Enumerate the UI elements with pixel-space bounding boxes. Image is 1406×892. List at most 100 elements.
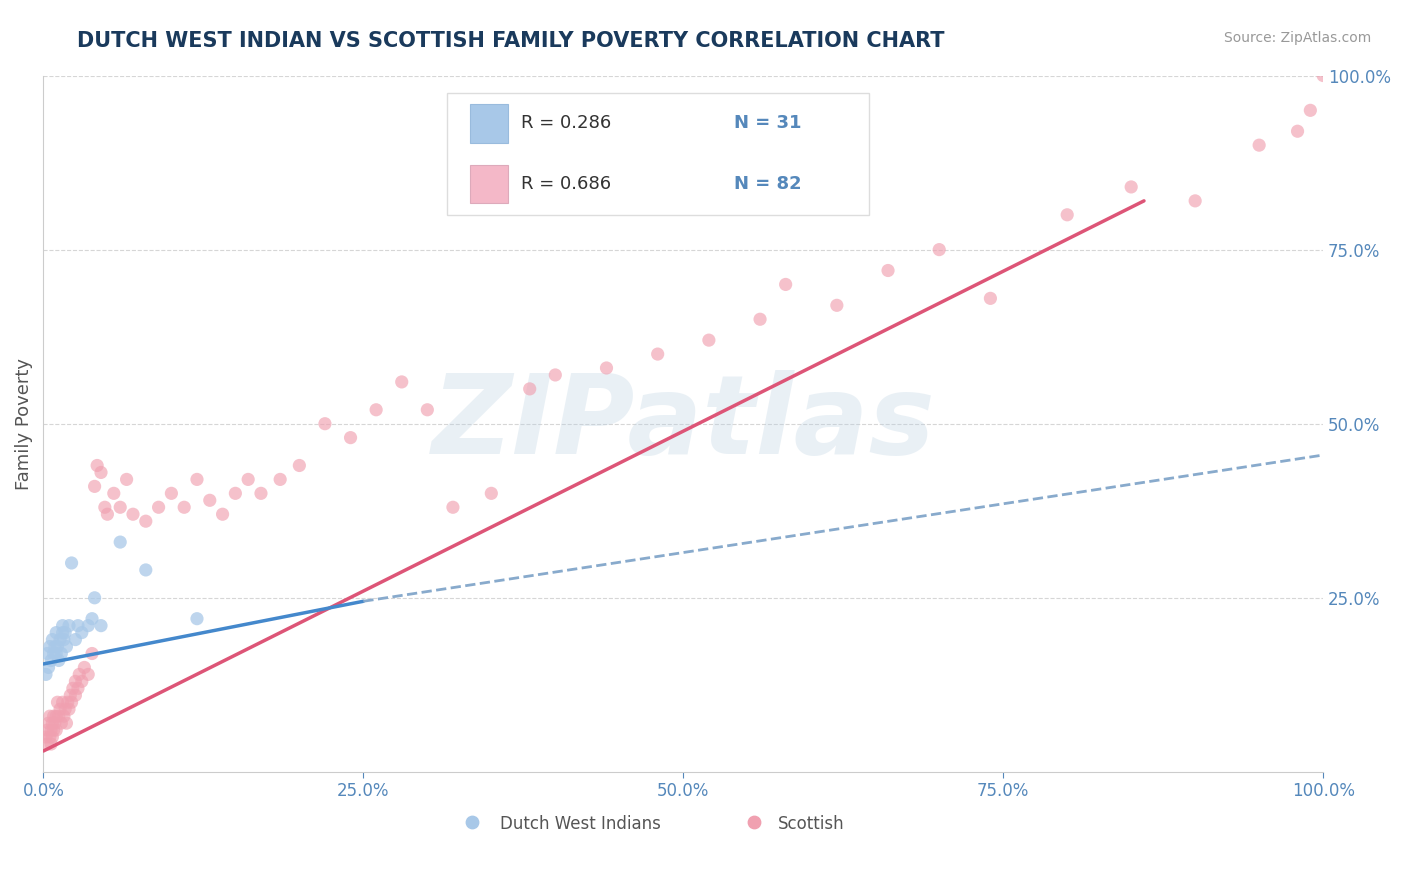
Point [80,612,103,626]
Point [48,709,70,723]
Point [38,660,60,674]
Point [122,507,145,521]
Point [90,618,112,632]
Text: R = 0.286: R = 0.286 [520,114,612,132]
Point [52,632,75,647]
Point [41,632,63,647]
Point [35,730,58,744]
Point [45,625,67,640]
Point [65,674,87,689]
Point [366,402,388,417]
Point [1121,180,1143,194]
Point [39,737,62,751]
Point [391,375,413,389]
Point [1056,208,1078,222]
Point [51,647,73,661]
Point [66,618,89,632]
Text: Source: ZipAtlas.com: Source: ZipAtlas.com [1223,31,1371,45]
Point [38,640,60,654]
Point [479,486,502,500]
Point [86,458,108,473]
Point [224,486,246,500]
Point [269,472,291,486]
Point [647,347,669,361]
Point [96,507,118,521]
Point [1312,69,1334,83]
Point [160,486,183,500]
Point [62,681,84,696]
Bar [470,104,508,143]
Point [103,486,125,500]
Point [58,618,80,632]
Point [45,723,67,738]
Point [42,723,65,738]
Point [73,660,96,674]
Point [67,667,90,681]
Point [186,612,208,626]
Point [52,625,75,640]
Point [198,493,221,508]
Point [65,688,87,702]
Point [90,466,112,480]
Point [42,647,65,661]
Point [39,723,62,738]
Point [45,709,67,723]
Point [77,618,100,632]
Point [39,653,62,667]
Point [41,716,63,731]
Point [60,695,83,709]
Point [59,688,82,702]
Point [45,647,67,661]
Point [519,382,541,396]
Point [66,681,89,696]
Point [46,640,69,654]
Point [595,361,617,376]
Point [825,298,848,312]
Point [749,312,772,326]
Point [775,277,797,292]
Point [1249,138,1271,153]
Point [742,815,765,830]
Text: N = 82: N = 82 [734,176,801,194]
Point [148,500,170,515]
Text: DUTCH WEST INDIAN VS SCOTTISH FAMILY POVERTY CORRELATION CHART: DUTCH WEST INDIAN VS SCOTTISH FAMILY POV… [77,31,945,51]
Point [416,402,439,417]
Point [56,695,79,709]
Point [35,667,58,681]
Point [60,556,83,570]
Point [697,333,720,347]
Point [441,500,464,515]
Point [314,417,336,431]
Point [339,431,361,445]
Text: N = 31: N = 31 [734,114,801,132]
Point [70,674,93,689]
Point [53,702,76,716]
Point [55,640,77,654]
Point [42,709,65,723]
Point [38,716,60,731]
Point [44,640,66,654]
Point [108,500,131,515]
Point [108,535,131,549]
Point [238,472,260,486]
Point [115,472,138,486]
Point [877,263,900,277]
Text: ZIPatlas: ZIPatlas [432,370,935,477]
Point [173,500,195,515]
Point [135,563,157,577]
Point [135,514,157,528]
Point [83,479,105,493]
Point [83,591,105,605]
Point [41,730,63,744]
Point [250,486,273,500]
Point [288,458,311,473]
Point [979,291,1001,305]
Point [461,815,484,830]
Point [1184,194,1206,208]
Point [1286,124,1309,138]
Point [65,632,87,647]
Point [52,695,75,709]
Point [80,647,103,661]
Y-axis label: Family Poverty: Family Poverty [15,358,32,490]
Text: Dutch West Indians: Dutch West Indians [501,815,661,833]
